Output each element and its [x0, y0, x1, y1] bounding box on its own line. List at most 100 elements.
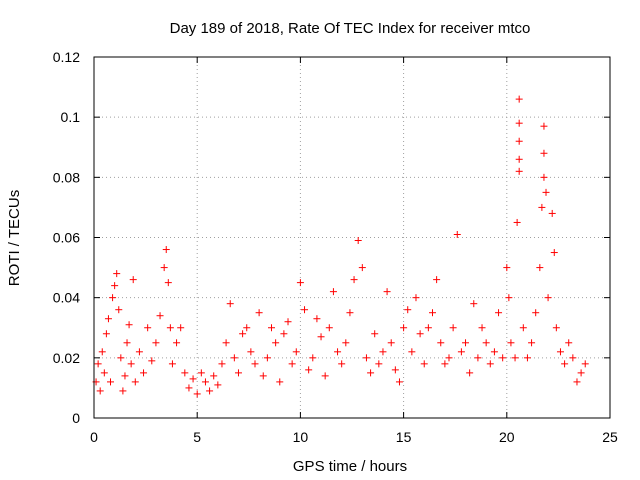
data-point	[115, 306, 123, 314]
y-tick-label: 0	[72, 410, 80, 426]
data-point	[561, 360, 569, 368]
data-point	[511, 354, 519, 362]
data-point	[104, 315, 112, 323]
data-point	[222, 339, 230, 347]
data-point	[243, 324, 251, 332]
data-point	[123, 339, 131, 347]
data-point	[383, 288, 391, 296]
data-point	[540, 173, 548, 181]
data-point	[412, 294, 420, 302]
data-point	[445, 354, 453, 362]
data-point	[296, 279, 304, 287]
data-point	[486, 360, 494, 368]
data-point	[313, 315, 321, 323]
data-point	[470, 300, 478, 308]
data-point	[102, 330, 110, 338]
data-point	[338, 360, 346, 368]
data-point	[519, 324, 527, 332]
data-point	[400, 324, 408, 332]
data-point	[462, 339, 470, 347]
data-point	[325, 324, 333, 332]
data-point	[127, 360, 135, 368]
axis-ticks: 0 5 10 15 20 25 0 0.02 0.04 0.06 0.08 0.1 0.12	[53, 49, 618, 445]
data-point	[505, 294, 513, 302]
data-point	[201, 378, 209, 386]
data-point	[556, 348, 564, 356]
data-point	[420, 360, 428, 368]
data-point	[329, 288, 337, 296]
data-point	[536, 264, 544, 272]
data-point	[309, 354, 317, 362]
x-tick-label: 0	[90, 429, 98, 445]
data-point	[214, 381, 222, 389]
data-point	[121, 372, 129, 380]
data-point	[515, 155, 523, 163]
data-point	[239, 330, 247, 338]
data-point	[404, 306, 412, 314]
data-point	[362, 354, 370, 362]
data-point	[98, 348, 106, 356]
data-point	[276, 378, 284, 386]
chart-title: Day 189 of 2018, Rate Of TEC Index for r…	[170, 20, 531, 37]
data-point	[548, 209, 556, 217]
data-point	[117, 354, 125, 362]
data-point	[346, 309, 354, 317]
scatter-series	[92, 95, 589, 398]
data-point	[544, 294, 552, 302]
data-point	[515, 137, 523, 145]
data-point	[350, 276, 358, 284]
data-point	[321, 372, 329, 380]
data-point	[255, 309, 263, 317]
data-point	[152, 339, 160, 347]
data-point	[342, 339, 350, 347]
data-point	[100, 369, 108, 377]
data-point	[301, 306, 309, 314]
x-axis-label: GPS time / hours	[293, 458, 407, 475]
data-point	[515, 95, 523, 103]
x-tick-label: 25	[602, 429, 618, 445]
data-point	[284, 318, 292, 326]
data-point	[113, 270, 121, 278]
data-point	[288, 360, 296, 368]
data-point	[565, 339, 573, 347]
y-tick-label: 0.02	[53, 350, 80, 366]
data-point	[247, 348, 255, 356]
data-point	[457, 348, 465, 356]
data-point	[164, 279, 172, 287]
data-point	[263, 354, 271, 362]
data-point	[148, 357, 156, 365]
data-point	[515, 167, 523, 175]
data-point	[166, 324, 174, 332]
data-point	[408, 348, 416, 356]
data-point	[490, 348, 498, 356]
data-point	[131, 378, 139, 386]
data-point	[573, 378, 581, 386]
data-point	[379, 348, 387, 356]
data-point	[416, 330, 424, 338]
data-point	[577, 369, 585, 377]
data-point	[189, 375, 197, 383]
data-point	[125, 321, 133, 329]
data-point	[528, 339, 536, 347]
data-point	[540, 149, 548, 157]
data-point	[109, 294, 117, 302]
data-point	[441, 360, 449, 368]
data-point	[550, 249, 558, 257]
y-tick-label: 0.08	[53, 169, 80, 185]
data-point	[391, 366, 399, 374]
data-point	[482, 339, 490, 347]
data-point	[272, 339, 280, 347]
data-point	[542, 188, 550, 196]
data-point	[449, 324, 457, 332]
data-point	[234, 369, 242, 377]
grid	[94, 57, 610, 418]
data-point	[230, 354, 238, 362]
data-point	[226, 300, 234, 308]
data-point	[210, 372, 218, 380]
data-point	[387, 339, 395, 347]
data-point	[367, 369, 375, 377]
data-point	[218, 360, 226, 368]
data-point	[371, 330, 379, 338]
data-point	[453, 230, 461, 238]
